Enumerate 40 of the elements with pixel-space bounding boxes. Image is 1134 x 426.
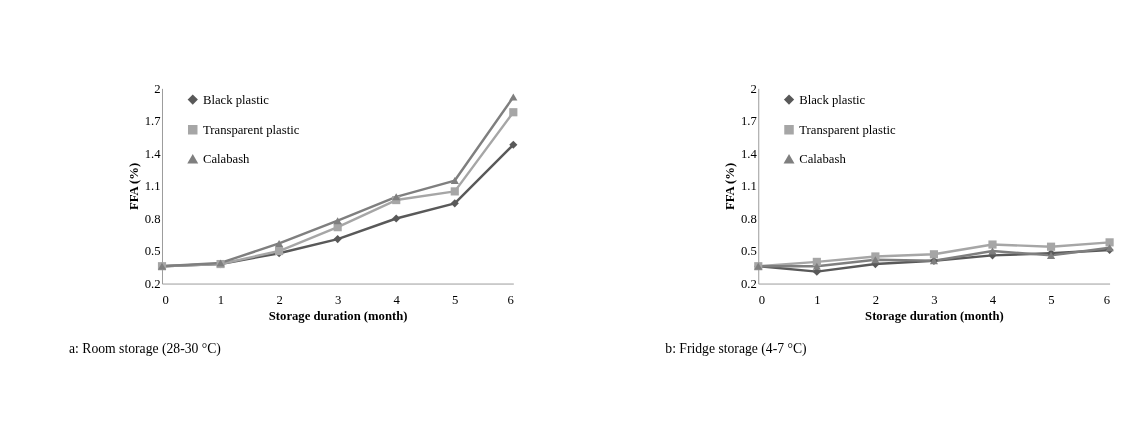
legend-label: Transparent plastic	[799, 122, 896, 137]
x-tick-label: 6	[1103, 292, 1111, 307]
text: b: Fridge storage (4-7 °C)	[665, 340, 807, 357]
x-tick-label: 0	[162, 292, 169, 307]
y-tick-label: 0.5	[144, 244, 161, 259]
x-tick-label: 2	[276, 292, 283, 307]
y-tick-label: 0.2	[740, 276, 757, 291]
x-axis-title: Storage duration (month)	[865, 309, 1004, 324]
y-tick-label: 1.7	[144, 114, 161, 129]
x-tick-label: 0	[758, 292, 766, 307]
legend-label: Transparent plastic	[202, 122, 300, 137]
y-tick-label: 2	[750, 81, 757, 96]
x-tick-label: 1	[217, 292, 225, 307]
x-tick-label: 5	[452, 292, 459, 307]
x-tick-label: 4	[393, 292, 401, 307]
y-tick-label: 1.1	[144, 179, 161, 194]
y-tick-label: 0.8	[144, 211, 161, 226]
x-tick-label: 1	[814, 292, 821, 307]
y-axis-title: FFA (%)	[723, 162, 738, 211]
x-tick-label: 4	[989, 292, 997, 307]
x-tick-label: 3	[931, 292, 938, 307]
x-axis-title: Storage duration (month)	[268, 309, 408, 324]
x-tick-label: 2	[872, 292, 880, 307]
y-tick-label: 1.1	[740, 179, 757, 194]
text: a: Room storage (28-30 °C)	[69, 340, 221, 357]
y-tick-label: 1.4	[144, 146, 162, 161]
y-tick-label: 1.4	[740, 146, 758, 161]
y-tick-label: 0.2	[144, 276, 161, 291]
y-tick-label: 1.7	[740, 114, 757, 129]
y-axis-title: FFA (%)	[126, 162, 141, 211]
legend-label: Black plastic	[799, 92, 866, 107]
y-tick-label: 0.5	[740, 244, 757, 259]
x-tick-label: 5	[1048, 292, 1055, 307]
y-tick-label: 2	[154, 81, 161, 96]
legend-label: Black plastic	[202, 92, 270, 107]
legend-label: Calabash	[799, 152, 847, 167]
y-tick-label: 0.8	[740, 211, 757, 226]
x-tick-label: 3	[334, 292, 342, 307]
x-tick-label: 6	[507, 292, 514, 307]
legend-label: Calabash	[202, 152, 251, 167]
